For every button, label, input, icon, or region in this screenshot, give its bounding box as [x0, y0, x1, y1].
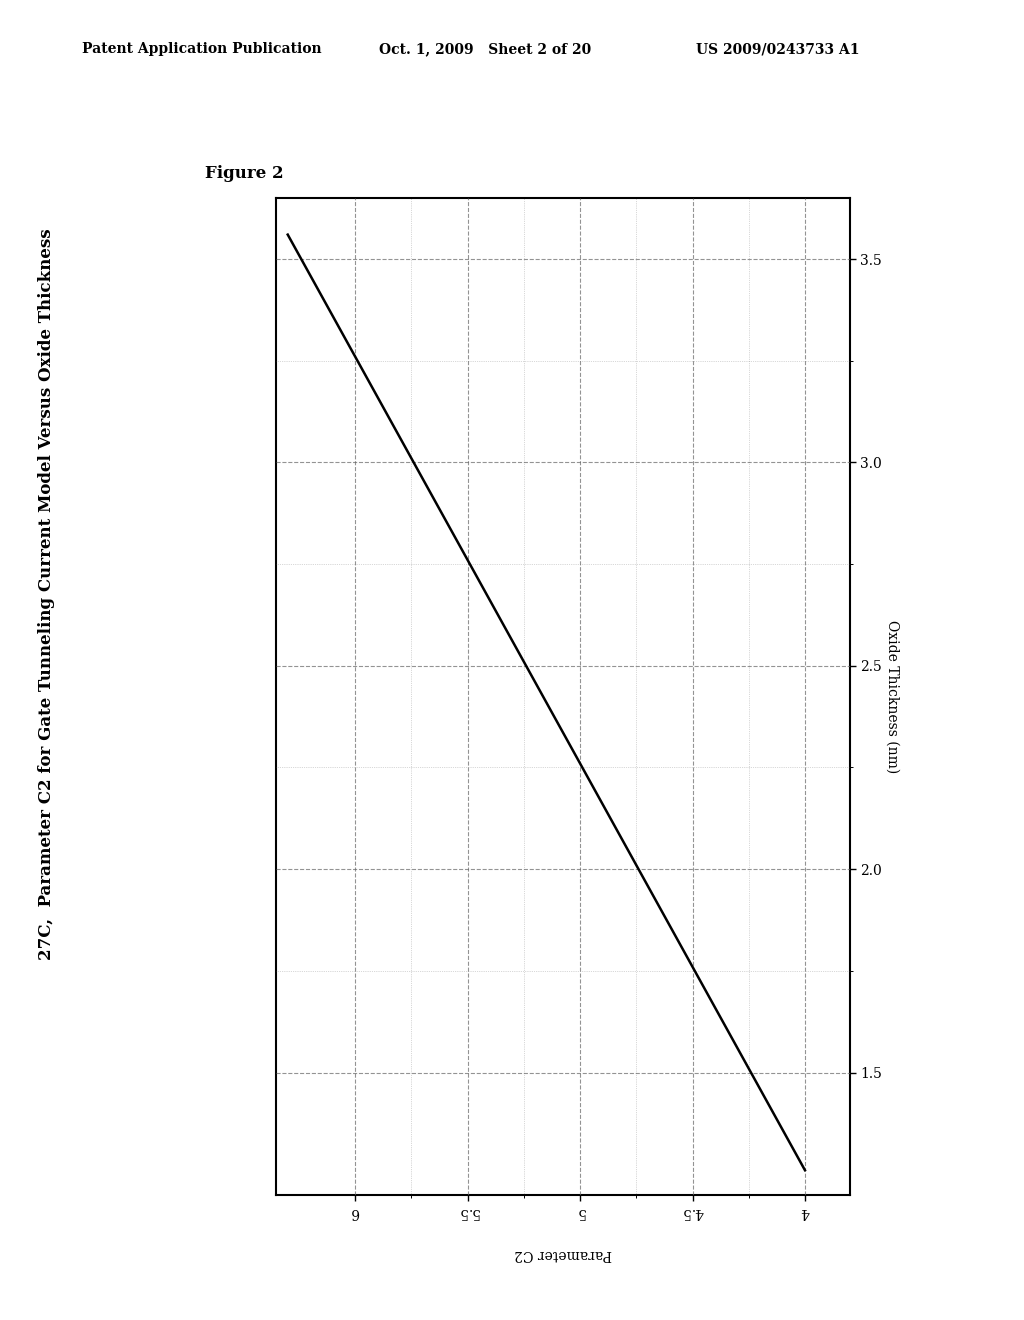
Text: 27C,  Parameter C2 for Gate Tunneling Current Model Versus Oxide Thickness: 27C, Parameter C2 for Gate Tunneling Cur… — [38, 228, 54, 960]
Text: US 2009/0243733 A1: US 2009/0243733 A1 — [696, 42, 860, 57]
Text: Oct. 1, 2009   Sheet 2 of 20: Oct. 1, 2009 Sheet 2 of 20 — [379, 42, 591, 57]
Y-axis label: Oxide Thickness (nm): Oxide Thickness (nm) — [885, 619, 899, 774]
X-axis label: Parameter C2: Parameter C2 — [514, 1247, 612, 1261]
Text: Figure 2: Figure 2 — [205, 165, 284, 182]
Text: Patent Application Publication: Patent Application Publication — [82, 42, 322, 57]
